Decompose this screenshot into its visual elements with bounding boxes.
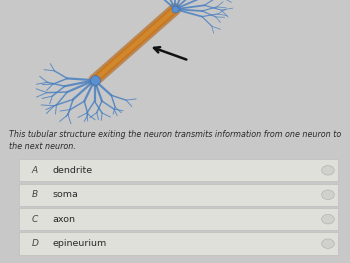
Circle shape [322,190,334,199]
Bar [19,232,338,255]
Text: axon: axon [52,215,76,224]
Text: C: C [32,215,38,224]
Text: dendrite: dendrite [52,166,93,175]
Text: This tubular structure exiting the neuron transmits information from one neuron : This tubular structure exiting the neuro… [9,130,341,151]
Bar [19,184,338,206]
Text: epineurium: epineurium [52,239,107,248]
Text: B: B [32,190,38,199]
Bar [19,208,338,230]
Circle shape [322,214,334,224]
Circle shape [322,239,334,248]
Bar [19,159,338,181]
Text: soma: soma [52,190,78,199]
Text: A: A [32,166,38,175]
Circle shape [322,166,334,175]
Text: D: D [32,239,38,248]
